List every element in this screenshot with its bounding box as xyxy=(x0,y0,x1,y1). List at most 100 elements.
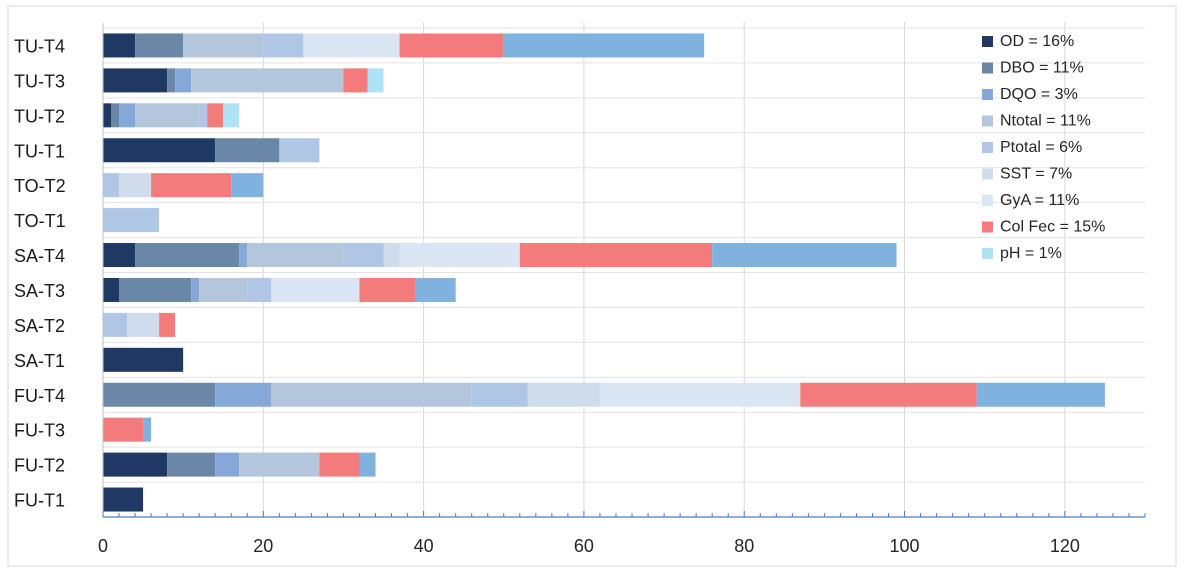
bar-segment xyxy=(103,313,127,337)
bar-segment xyxy=(400,243,520,267)
bar-segment xyxy=(103,418,143,442)
bar-segment xyxy=(199,103,207,127)
category-label: SA-T1 xyxy=(14,351,65,371)
x-tick-label: 120 xyxy=(1050,536,1080,556)
bar-segment xyxy=(271,278,359,302)
x-tick-label: 40 xyxy=(414,536,434,556)
bar-segment xyxy=(183,33,263,57)
legend-swatch xyxy=(982,195,993,206)
bar-segment xyxy=(111,103,119,127)
bar-segment xyxy=(384,243,400,267)
category-label: FU-T4 xyxy=(14,386,65,406)
bar-segment xyxy=(103,138,215,162)
bar-segment xyxy=(103,278,119,302)
x-tick-label: 20 xyxy=(253,536,273,556)
bar-segment xyxy=(207,103,223,127)
bar-segment xyxy=(103,208,159,232)
x-tick-label: 100 xyxy=(890,536,920,556)
bar-segment xyxy=(239,453,319,477)
legend-label: DBO = 11% xyxy=(1000,60,1084,77)
bar-segment xyxy=(103,488,143,512)
bar-segment xyxy=(191,278,199,302)
bar-segment xyxy=(167,453,215,477)
bar-segment xyxy=(103,453,167,477)
bar-segment xyxy=(416,278,456,302)
bar-segment xyxy=(103,383,215,407)
legend-label: pH = 1% xyxy=(1000,245,1062,262)
bar-segment xyxy=(103,243,135,267)
bar-segment xyxy=(103,173,119,197)
bar-segment xyxy=(127,313,159,337)
bar-segment xyxy=(303,33,399,57)
bar-segment xyxy=(135,33,183,57)
legend-label: OD = 16% xyxy=(1000,33,1074,50)
bar-segment xyxy=(600,383,800,407)
bar-segment xyxy=(319,453,359,477)
bar-segment xyxy=(359,278,415,302)
category-label: TU-T3 xyxy=(14,71,65,91)
legend-swatch xyxy=(982,63,993,74)
bar-segment xyxy=(135,243,239,267)
bar-segment xyxy=(504,33,704,57)
bar-segment xyxy=(215,383,271,407)
bar-segment xyxy=(247,278,271,302)
legend-swatch xyxy=(982,248,993,259)
bar-segment xyxy=(343,243,383,267)
bar-segment xyxy=(119,103,135,127)
bar-segment xyxy=(215,138,279,162)
category-label: TU-T1 xyxy=(14,141,65,161)
bar-segment xyxy=(143,418,151,442)
category-label: TU-T2 xyxy=(14,106,65,126)
bar-segment xyxy=(135,103,199,127)
bar-segment xyxy=(271,383,471,407)
category-label: FU-T3 xyxy=(14,421,65,441)
bar-segment xyxy=(151,173,231,197)
bar-segment xyxy=(977,383,1105,407)
bar-segment xyxy=(520,243,712,267)
legend-label: GyA = 11% xyxy=(1000,192,1079,209)
category-label: TO-T1 xyxy=(14,211,66,231)
bar-segment xyxy=(175,68,191,92)
bar-segment xyxy=(103,68,167,92)
legend-swatch xyxy=(982,169,993,180)
bar-segment xyxy=(103,33,135,57)
legend-label: SST = 7% xyxy=(1000,166,1072,183)
legend-label: Col Fec = 15% xyxy=(1000,219,1105,236)
bar-segment xyxy=(199,278,247,302)
category-label: TU-T4 xyxy=(14,36,65,56)
legend-label: Ptotal = 6% xyxy=(1000,139,1082,156)
bar-segment xyxy=(159,313,175,337)
bar-segment xyxy=(712,243,896,267)
bar-segment xyxy=(103,348,183,372)
legend-label: DQO = 3% xyxy=(1000,86,1078,103)
bar-segment xyxy=(239,243,247,267)
bar-segment xyxy=(223,103,239,127)
category-label: FU-T2 xyxy=(14,456,65,476)
bar-segment xyxy=(368,68,384,92)
bar-segment xyxy=(215,453,239,477)
legend-label: Ntotal = 11% xyxy=(1000,113,1091,130)
bar-segment xyxy=(119,278,191,302)
bar-segment xyxy=(472,383,528,407)
bar-segment xyxy=(191,68,343,92)
category-label: SA-T3 xyxy=(14,281,65,301)
bar-segment xyxy=(400,33,504,57)
category-label: TO-T2 xyxy=(14,176,66,196)
legend-swatch xyxy=(982,116,993,127)
bar-segment xyxy=(528,383,600,407)
bar-segment xyxy=(359,453,375,477)
x-tick-label: 80 xyxy=(734,536,754,556)
bar-segment xyxy=(279,138,319,162)
category-label: SA-T2 xyxy=(14,316,65,336)
legend-swatch xyxy=(982,142,993,153)
category-label: SA-T4 xyxy=(14,246,65,266)
legend-swatch xyxy=(982,36,993,47)
legend-swatch xyxy=(982,89,993,100)
bar-segment xyxy=(119,173,151,197)
bar-segment xyxy=(103,103,111,127)
bar-segment xyxy=(231,173,263,197)
bar-segment xyxy=(263,33,303,57)
bar-segment xyxy=(800,383,976,407)
x-tick-label: 60 xyxy=(574,536,594,556)
